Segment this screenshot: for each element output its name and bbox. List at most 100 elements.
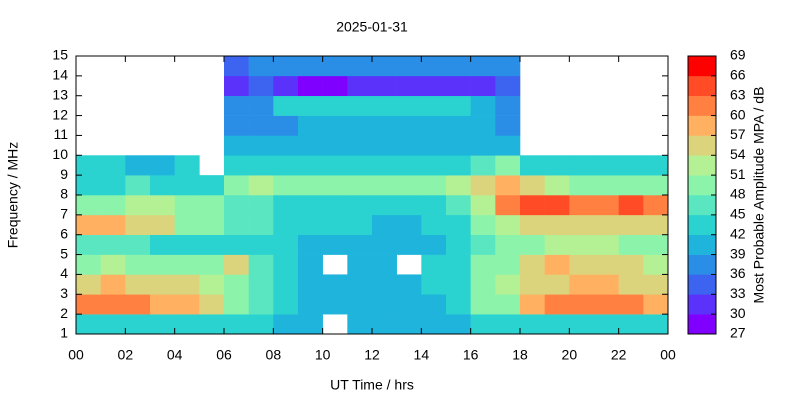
y-tick-label: 5 xyxy=(60,245,68,261)
cell xyxy=(125,234,151,255)
cell xyxy=(224,254,249,275)
cell xyxy=(248,314,274,335)
chart-title: 2025-01-31 xyxy=(336,19,408,35)
cell xyxy=(421,234,447,255)
cell xyxy=(248,195,274,216)
cell xyxy=(322,234,348,255)
cell xyxy=(618,314,644,335)
cell xyxy=(347,175,373,196)
cell xyxy=(544,294,570,315)
cell xyxy=(372,195,397,216)
cell xyxy=(495,95,521,116)
cell xyxy=(495,234,521,255)
colorbar-tick-label: 60 xyxy=(730,106,746,122)
cell xyxy=(100,214,126,236)
cell xyxy=(544,314,570,335)
cell xyxy=(446,175,471,196)
cell xyxy=(643,234,669,255)
cell xyxy=(322,294,348,315)
cell xyxy=(125,195,151,216)
cell xyxy=(643,155,669,176)
cell xyxy=(100,294,126,315)
cell xyxy=(174,214,200,236)
cell xyxy=(100,274,126,295)
cell xyxy=(544,155,570,176)
cell xyxy=(248,274,274,295)
cell xyxy=(495,195,521,216)
colorbar-label: Most Probable Amplitude MPA / dB xyxy=(751,87,767,304)
cell xyxy=(76,274,101,295)
cell xyxy=(347,195,373,216)
x-tick-label: 00 xyxy=(660,347,676,363)
cell xyxy=(199,314,225,335)
cell xyxy=(322,115,348,136)
cell xyxy=(618,274,644,295)
y-tick-label: 2 xyxy=(60,305,68,321)
cell xyxy=(446,75,471,97)
cell xyxy=(372,234,397,255)
cell xyxy=(174,254,200,275)
y-tick-label: 3 xyxy=(60,285,68,301)
cell xyxy=(421,214,447,236)
cell xyxy=(495,135,521,156)
cell xyxy=(100,155,126,176)
cell xyxy=(224,274,249,295)
colorbar-tick-label: 45 xyxy=(730,206,746,222)
cell xyxy=(446,135,471,156)
cell xyxy=(199,294,225,315)
cell xyxy=(298,115,323,136)
cell xyxy=(150,254,175,275)
cell xyxy=(618,214,644,236)
cell xyxy=(224,195,249,216)
cell xyxy=(248,254,274,275)
cell xyxy=(125,294,151,315)
cell xyxy=(248,175,274,196)
cell xyxy=(273,214,299,236)
cell xyxy=(125,274,151,295)
y-tick-label: 6 xyxy=(60,225,68,241)
cell xyxy=(470,175,496,196)
colorbar-tick-label: 69 xyxy=(730,47,746,63)
colorbar-band xyxy=(688,95,716,116)
cell xyxy=(396,56,422,77)
cell xyxy=(150,214,175,236)
cell xyxy=(470,95,496,116)
cell xyxy=(594,314,619,335)
colorbar-band xyxy=(688,175,716,196)
cell xyxy=(421,195,447,216)
cell xyxy=(372,75,397,97)
cell xyxy=(347,294,373,315)
x-tick-label: 06 xyxy=(216,347,232,363)
cell xyxy=(347,234,373,255)
cell xyxy=(298,175,323,196)
cell xyxy=(643,314,669,335)
cell xyxy=(150,175,175,196)
cell xyxy=(569,175,595,196)
cell xyxy=(470,75,496,97)
colorbar-band xyxy=(688,115,716,136)
cell xyxy=(174,274,200,295)
cell xyxy=(248,75,274,97)
cell xyxy=(322,135,348,156)
cell xyxy=(594,195,619,216)
cell xyxy=(421,294,447,315)
cell xyxy=(396,175,422,196)
cell xyxy=(248,56,274,77)
cell xyxy=(569,314,595,335)
cell xyxy=(273,314,299,335)
cell xyxy=(446,314,471,335)
cell xyxy=(446,195,471,216)
cell xyxy=(224,75,249,97)
cell xyxy=(544,254,570,275)
cell xyxy=(372,274,397,295)
cell xyxy=(199,175,225,196)
cell xyxy=(520,254,545,275)
cell xyxy=(100,314,126,335)
cell xyxy=(470,234,496,255)
cell xyxy=(643,274,669,295)
colorbar-band xyxy=(688,214,716,236)
colorbar-tick-label: 39 xyxy=(730,245,746,261)
colorbar-tick-label: 27 xyxy=(730,325,746,341)
y-tick-label: 8 xyxy=(60,186,68,202)
